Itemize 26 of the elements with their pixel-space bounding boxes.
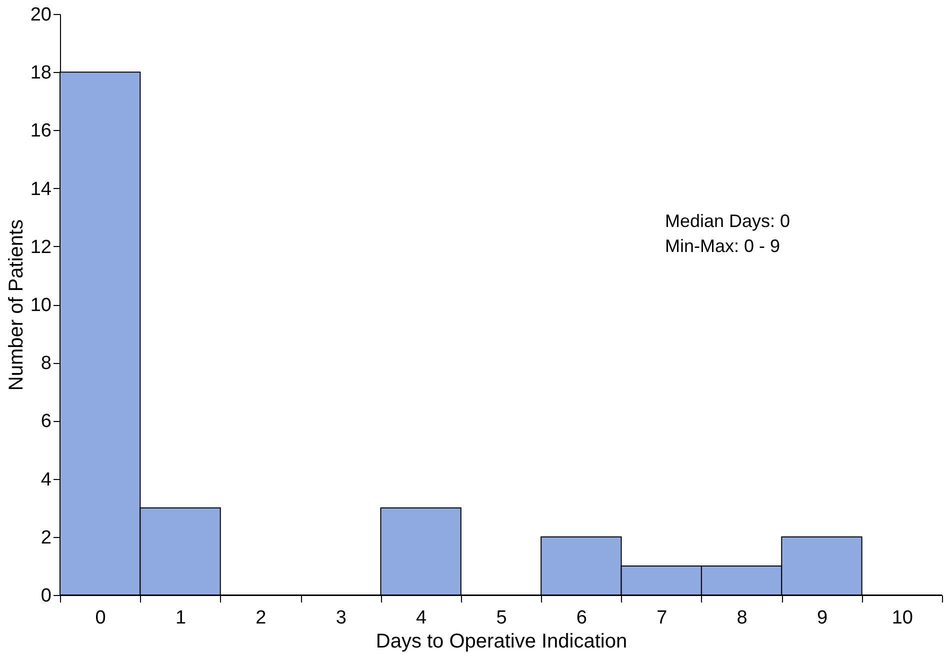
x-tick-label: 0 [95,608,106,628]
y-tick-label: 6 [40,411,52,432]
x-tick-label: 6 [576,608,587,628]
x-tick-label: 10 [892,608,913,628]
y-tick-label: 12 [30,236,52,258]
y-tick-label: 4 [40,469,52,490]
x-tick-label: 5 [496,608,507,628]
y-tick-label: 16 [30,120,52,142]
y-axis-title: Number of Patients [5,219,28,391]
x-tick-label: 3 [336,608,346,628]
x-axis-title: Days to Operative Indication [376,630,628,652]
y-tick-label: 20 [30,4,52,26]
x-tick-label: 7 [656,608,668,628]
annotation: Min-Max: 0 - 9 [665,236,780,256]
x-tick-label: 4 [416,608,428,628]
x-tick-label: 1 [175,608,186,628]
x-tick-label: 9 [816,608,828,628]
y-tick-label: 18 [30,62,52,84]
y-tick-label: 14 [30,178,52,200]
annotation: Median Days: 0 [665,211,790,231]
y-tick-label: 0 [40,586,52,606]
x-tick-label: 8 [736,608,748,628]
y-tick-label: 2 [40,527,52,548]
y-tick-label: 8 [40,353,52,374]
x-tick-label: 2 [256,608,266,628]
y-tick-label: 10 [30,295,52,316]
